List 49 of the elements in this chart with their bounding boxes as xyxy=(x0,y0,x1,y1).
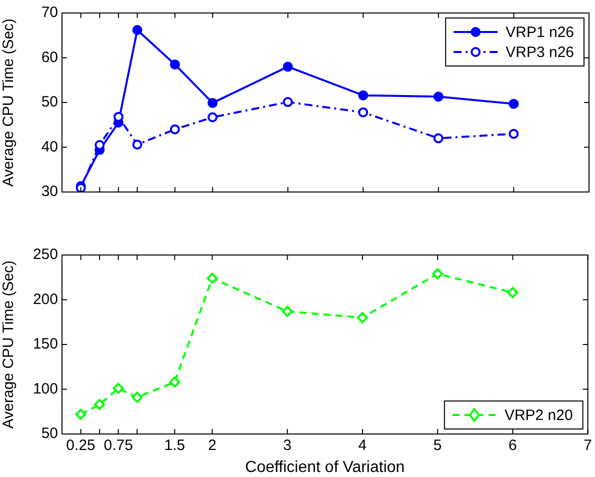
point xyxy=(94,398,106,410)
point xyxy=(356,312,368,324)
point xyxy=(208,98,218,108)
point xyxy=(206,272,218,284)
x-tick-label: 0.25 xyxy=(66,437,96,454)
x-axis-title: Coefficient of Variation xyxy=(245,458,405,476)
y-tick-label: 100 xyxy=(32,380,58,398)
point xyxy=(282,97,293,108)
point xyxy=(208,112,218,122)
point xyxy=(75,408,86,420)
y-tick-label: 150 xyxy=(32,336,58,353)
point xyxy=(282,306,293,317)
point xyxy=(433,133,444,144)
legend-label: VRP2 n20 xyxy=(504,407,573,424)
point xyxy=(112,382,124,394)
x-tick-label: 0.75 xyxy=(104,437,133,454)
x-tick-label: 2 xyxy=(208,437,216,454)
x-tick-label: 4 xyxy=(358,437,367,454)
x-tick-label: 6 xyxy=(508,437,517,454)
y-axis-title: Average CPU Time (Sec) xyxy=(0,18,18,187)
y-tick-label: 40 xyxy=(41,138,58,156)
point xyxy=(132,25,142,36)
x-tick-label: 3 xyxy=(283,437,292,454)
point xyxy=(358,107,368,118)
point xyxy=(433,92,444,102)
x-tick-label: 7 xyxy=(584,437,592,454)
point xyxy=(508,98,519,109)
point xyxy=(169,376,180,388)
legend-label: VRP1 n26 xyxy=(506,24,574,42)
legend-label: VRP3 n26 xyxy=(506,44,574,62)
point xyxy=(508,128,519,139)
y-tick-label: 50 xyxy=(41,425,58,442)
point xyxy=(282,62,293,72)
y-axis-title: Average CPU Time (Sec) xyxy=(0,260,18,429)
point xyxy=(170,59,180,70)
point xyxy=(170,124,180,134)
y-tick-label: 60 xyxy=(41,48,58,66)
point xyxy=(432,268,444,280)
point xyxy=(507,287,518,298)
y-tick-label: 250 xyxy=(32,246,58,264)
x-tick-label: 1.5 xyxy=(164,437,186,454)
point xyxy=(358,90,368,100)
y-tick-label: 200 xyxy=(32,290,58,308)
y-tick-label: 30 xyxy=(41,183,58,200)
point xyxy=(132,392,143,403)
y-tick-label: 50 xyxy=(41,94,58,111)
y-tick-label: 70 xyxy=(41,4,58,22)
x-tick-label: 5 xyxy=(433,437,442,454)
point xyxy=(132,140,142,150)
